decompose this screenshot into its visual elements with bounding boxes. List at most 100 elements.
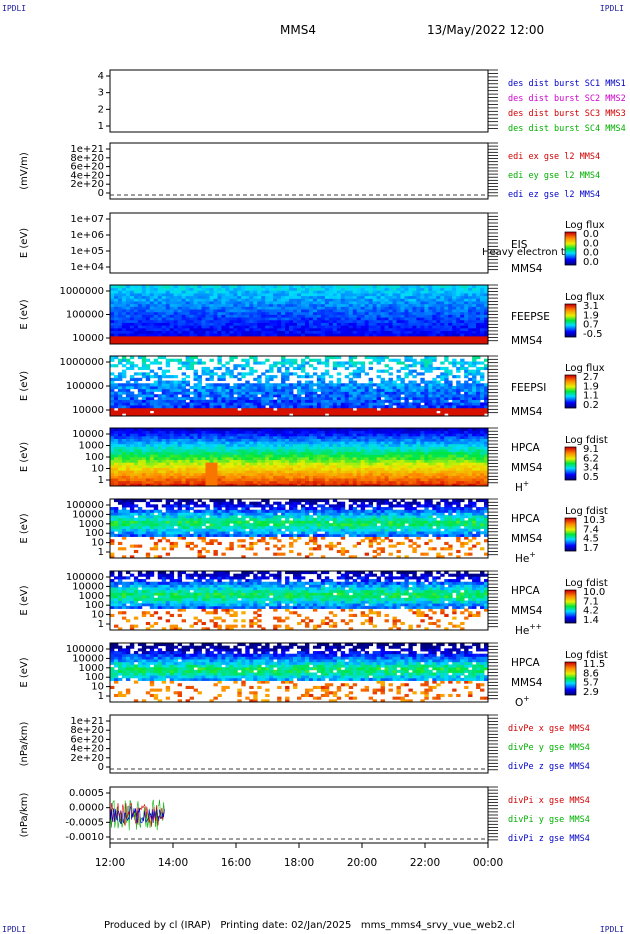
corner-label-bottom-right: IPDLI [599,925,624,934]
colorbar-title: Log flux [565,363,605,374]
ytick-label: 10 [91,610,104,621]
colorbar-tick: 4.2 [583,606,599,617]
ytick-label: 0.0000 [69,803,104,814]
xtick-label: 12:00 [95,857,125,869]
colorbar-tick: 3.4 [583,463,599,474]
species-label: O+ [515,694,530,709]
instrument-label: HPCA [511,442,541,454]
colorbar-title: Log fdist [565,650,608,661]
ytick-label: 8e+20 [70,153,104,164]
colorbar-tick: 0.2 [583,400,599,411]
ytick-label: 1 [98,547,104,558]
ylabel: E (eV) [19,585,30,615]
colorbar-tick: 6.2 [583,453,599,464]
datetime-title: 13/May/2022 12:00 [427,23,545,37]
instrument-label: HPCA [511,513,541,525]
spacecraft-label: MMS4 [511,263,543,275]
panel-frame [109,212,489,274]
species-label: He+ [515,550,536,565]
colorbar [564,374,577,409]
divpi-series-2 [109,805,165,825]
ytick-label: 1 [98,475,104,486]
spectrogram-feepsi [110,356,489,417]
colorbar-tick: 10.3 [583,515,605,526]
legend-entry: divPi x gse MMS4 [508,796,590,806]
colorbar [564,231,577,266]
ytick-label: -0.0005 [65,817,104,828]
instrument-note: Heavy electron to [482,247,571,258]
instrument-label: FEEPSI [511,382,546,394]
ytick-label: 10 [91,538,104,549]
ytick-label: 100 [85,600,104,611]
colorbar-frame [564,374,577,409]
colorbar [564,589,577,624]
spacecraft-label: MMS4 [511,462,543,474]
colorbar-tick: 10.0 [583,587,605,598]
colorbar-tick: 0.0 [583,229,599,240]
panel-frame [109,786,489,844]
panel-frame [109,714,489,774]
colorbar [564,517,577,552]
corner-label-top-right: IPDLI [599,4,624,13]
ytick-label: 2e+20 [70,753,104,764]
ytick-label: 10000 [72,653,104,664]
colorbar [564,303,577,338]
ytick-label: 1e+07 [70,214,104,225]
colorbar-title: Log flux [565,292,605,303]
colorbar-tick: 9.1 [583,444,599,455]
colorbar [564,446,577,481]
legend-entry: edi ez gse l2 MMS4 [508,190,600,200]
ylabel: E (eV) [19,657,30,687]
ytick-label: 100000 [66,310,104,321]
ytick-label: 1e+21 [70,144,104,155]
colorbar-frame [564,517,577,552]
colorbar-tick: -0.5 [583,329,603,340]
species-label: He++ [515,622,542,637]
colorbar-tick: 7.4 [583,524,599,535]
colorbar-tick: 1.9 [583,310,599,321]
footer-credits: Produced by cl (IRAP) Printing date: 02/… [104,920,515,931]
legend-entry: des dist burst SC4 MMS4 [508,124,626,134]
ytick-label: 0 [98,188,104,199]
ytick-label: 1000000 [59,357,104,368]
ytick-label: 1000000 [59,286,104,297]
colorbar-title: Log fdist [565,578,608,589]
ytick-label: 100 [85,672,104,683]
ytick-label: 10000 [72,405,104,416]
colorbar-frame [564,446,577,481]
ytick-label: 10000 [72,429,104,440]
legend-entry: divPe x gse MMS4 [508,724,590,734]
spacecraft-label: MMS4 [511,533,543,545]
ytick-label: 0.0005 [69,788,104,799]
spectrogram-hpca_h [110,428,489,487]
xtick-label: 00:00 [473,857,503,869]
spectrogram-hpca_o [110,643,489,703]
ytick-label: 10000 [72,581,104,592]
colorbar-frame [564,589,577,624]
ytick-label: 1 [98,121,104,132]
ylabel: E (eV) [19,228,30,258]
ytick-label: 4 [98,71,104,82]
colorbar-tick: 0.0 [583,238,599,249]
panel-feepse: 1000000 100000 10000 E (eV) FEEPSE MMS4 Log fl… [19,284,605,347]
ytick-label: 10000 [72,509,104,520]
colorbar-tick: 7.1 [583,596,599,607]
ytick-label: 100000 [66,500,104,511]
colorbar-tick: 11.5 [583,659,605,670]
colorbar-frame [564,231,577,266]
ytick-label: 1000 [79,441,104,452]
ytick-label: 1e+05 [70,246,104,257]
spacecraft-label: MMS4 [511,406,543,418]
ytick-label: 3 [98,88,104,99]
corner-label-bottom-left: IPDLI [2,925,27,934]
legend-entry: divPe z gse MMS4 [508,762,590,772]
colorbar-tick: 0.0 [583,257,599,268]
legend-entry: edi ey gse l2 MMS4 [508,171,600,181]
instrument-label: HPCA [511,657,541,669]
ytick-label: 1e+04 [70,262,104,273]
spectrogram-feepse [110,285,489,345]
ytick-label: 1 [98,691,104,702]
instrument-label: EIS [511,239,528,251]
